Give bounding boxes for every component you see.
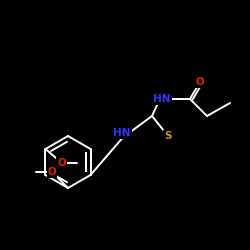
Text: HN: HN: [113, 128, 131, 138]
Text: HN: HN: [153, 94, 171, 104]
Text: O: O: [48, 167, 56, 177]
Text: O: O: [196, 77, 204, 87]
Text: S: S: [164, 131, 172, 141]
Text: O: O: [57, 158, 66, 168]
